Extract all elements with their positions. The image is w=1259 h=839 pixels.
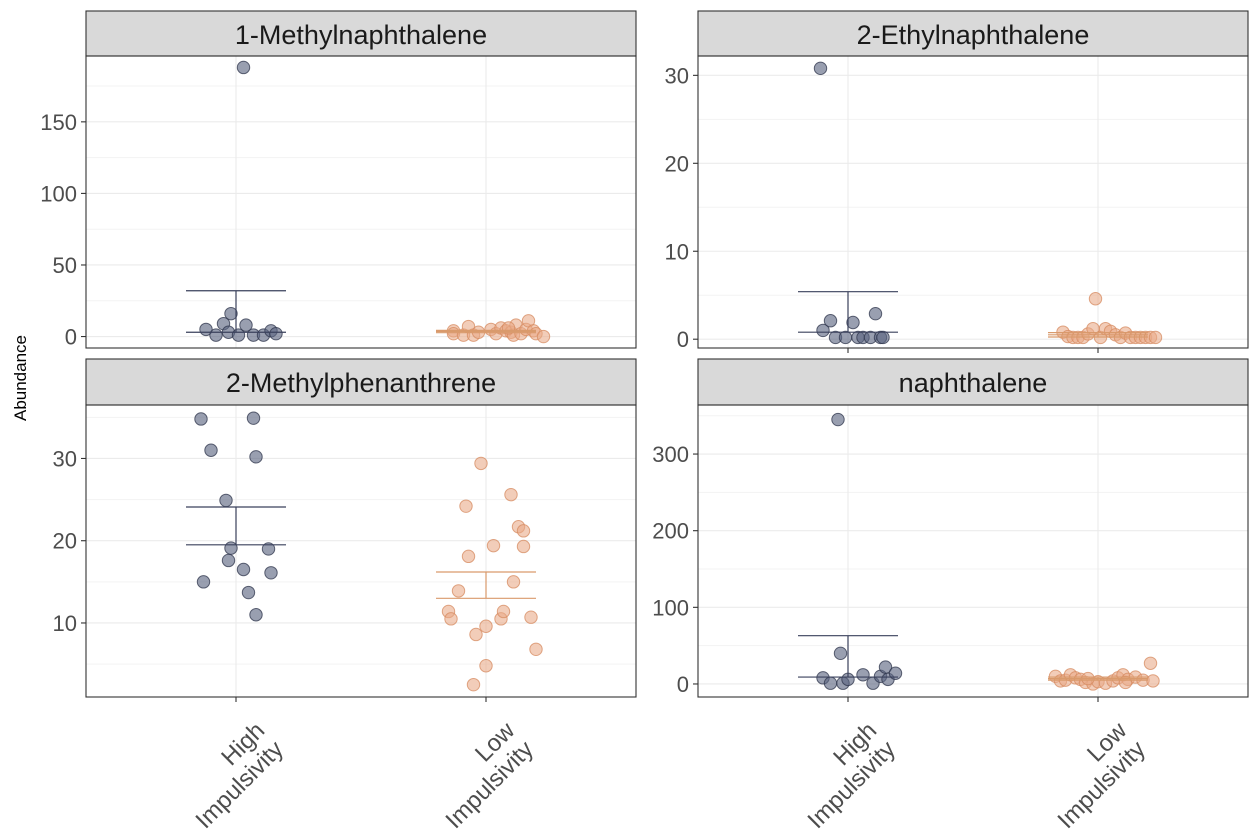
data-point (479, 619, 493, 633)
data-point (856, 668, 870, 682)
data-point (261, 542, 276, 556)
panel-border (85, 55, 637, 349)
data-point (224, 306, 238, 321)
y-tick-label: 0 (65, 325, 77, 350)
data-point (506, 575, 521, 589)
facet-strip (85, 10, 637, 57)
data-point (224, 541, 238, 555)
data-point (209, 328, 223, 342)
panel-border (85, 404, 637, 698)
data-point (868, 306, 883, 321)
x-tick-label: LowImpulsivity (1034, 717, 1151, 834)
y-tick-label: 20 (53, 529, 77, 554)
panel-background (698, 56, 1248, 348)
data-point (1146, 674, 1160, 688)
data-point (264, 566, 278, 580)
panel-background (698, 405, 1248, 697)
y-tick-label: 10 (665, 239, 689, 264)
data-point (469, 627, 483, 642)
facet-panel: 0 100 200 300 naphthalene HighImpulsivity LowI… (652, 358, 1249, 834)
x-tick-label: HighImpulsivity (172, 717, 289, 834)
data-point (236, 562, 251, 577)
x-tick-label: LowImpulsivity (422, 717, 539, 834)
facet-title: 1-Methylnaphthalene (235, 20, 487, 50)
y-tick-label: 50 (53, 253, 77, 278)
y-tick-label: 200 (652, 519, 689, 544)
x-tick-label: HighImpulsivity (784, 717, 901, 834)
data-point (444, 612, 458, 626)
facet-panel: 0 50 100 150 1-Methylnaphthalene (40, 10, 637, 350)
y-tick-label: 10 (53, 611, 77, 636)
data-point (529, 642, 543, 656)
data-point (459, 499, 473, 513)
panel-border (697, 55, 1249, 349)
data-point (816, 323, 830, 338)
facet-panels: 0501001501-Methylnaphthalene01020302-Eth… (40, 10, 1249, 834)
data-point (461, 549, 476, 564)
data-point (504, 487, 518, 502)
y-tick-label: 100 (652, 595, 689, 620)
data-point (1088, 292, 1103, 306)
y-tick-label: 100 (40, 181, 77, 206)
data-point (249, 608, 263, 622)
panel-background (86, 405, 636, 697)
data-point (833, 646, 848, 661)
data-point (269, 326, 283, 341)
data-point (823, 314, 838, 328)
facet-title: naphthalene (899, 368, 1048, 398)
y-tick-label: 0 (677, 672, 689, 697)
data-point (838, 330, 853, 345)
data-point (204, 443, 218, 457)
data-point (486, 538, 501, 553)
data-point (516, 524, 531, 538)
data-point (194, 412, 208, 426)
y-tick-label: 0 (677, 327, 689, 352)
facet-strip (697, 358, 1249, 406)
data-point (241, 585, 256, 600)
data-point (474, 456, 488, 471)
data-point (846, 315, 860, 330)
data-point (249, 450, 263, 464)
y-tick-label: 20 (665, 151, 689, 176)
data-point (221, 553, 236, 568)
facet-panel: 10 20 30 2-Methylphenanthrene HighImpulsivit… (53, 358, 637, 834)
data-point (196, 575, 211, 589)
data-point (496, 604, 511, 619)
data-point (536, 329, 551, 344)
y-tick-label: 30 (53, 446, 77, 471)
data-point (466, 677, 481, 692)
panel-background (86, 56, 636, 348)
y-tick-label: 30 (665, 63, 689, 88)
data-point (823, 676, 838, 690)
data-point (219, 493, 233, 508)
facet-title: 2-Methylphenanthrene (226, 368, 496, 398)
data-point (1148, 330, 1163, 345)
y-tick-label: 150 (40, 110, 77, 135)
data-point (888, 666, 903, 680)
data-point (876, 330, 890, 345)
y-tick-label: 300 (652, 442, 689, 467)
data-point (1118, 675, 1133, 690)
facet-title: 2-Ethylnaphthalene (857, 20, 1090, 50)
data-point (524, 610, 538, 624)
data-point (831, 412, 845, 427)
data-point (813, 61, 828, 76)
y-axis-label: Abundance (11, 335, 30, 421)
data-point (479, 659, 493, 673)
data-point (236, 60, 251, 75)
facet-strip (85, 358, 637, 406)
data-point (1143, 656, 1158, 670)
data-point (239, 318, 253, 332)
panel-border (697, 404, 1249, 698)
data-point (516, 539, 531, 554)
data-point (246, 411, 261, 425)
data-point (451, 584, 466, 598)
